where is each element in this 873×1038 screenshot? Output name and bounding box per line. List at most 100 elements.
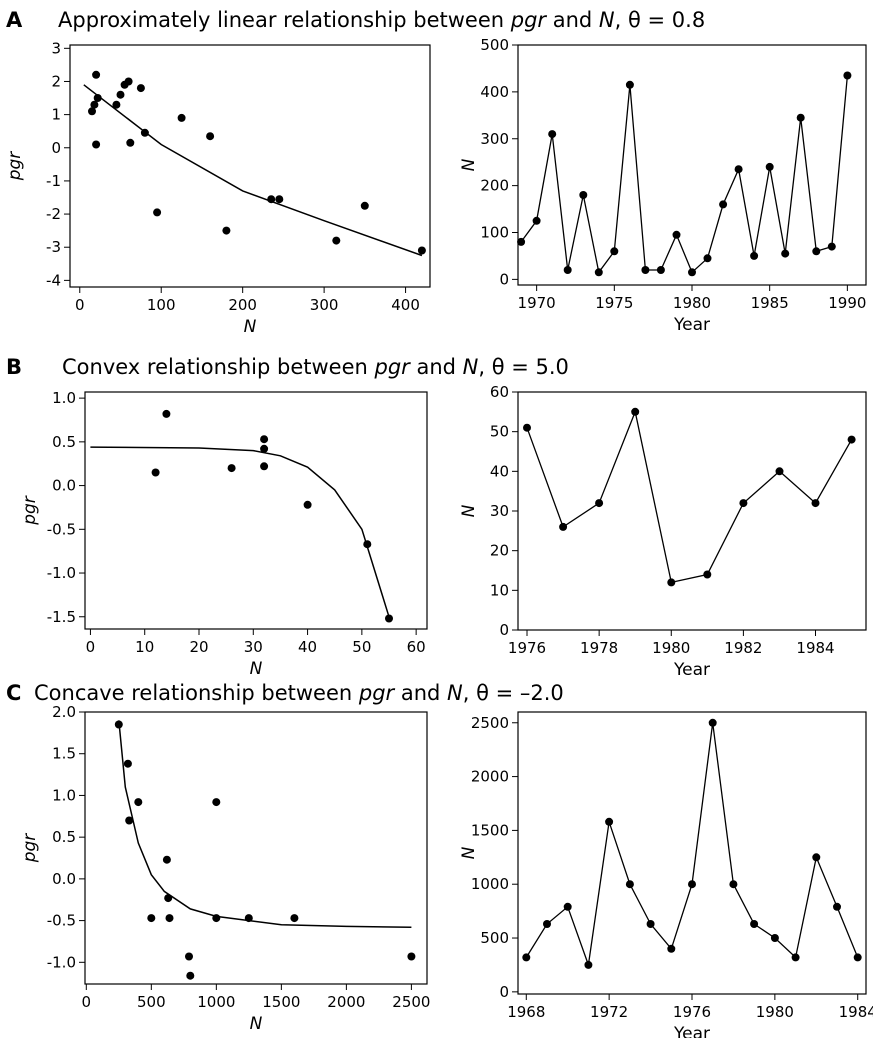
- x-axis-title: Year: [673, 1024, 710, 1038]
- data-point: [579, 191, 588, 199]
- x-tick-label: 1980: [756, 1003, 794, 1021]
- data-point: [124, 77, 133, 86]
- y-tick-label: 0.5: [52, 828, 76, 846]
- data-point: [827, 242, 836, 251]
- y-axis-title: N: [459, 158, 479, 171]
- data-point: [750, 920, 759, 928]
- y-tick-label: 2000: [471, 768, 509, 786]
- data-point: [227, 464, 236, 473]
- data-point: [641, 266, 650, 274]
- data-point: [584, 960, 593, 969]
- y-tick-label: 20: [490, 542, 509, 560]
- data-point: [729, 880, 738, 889]
- x-tick-label: 1980: [652, 639, 690, 657]
- data-point: [134, 798, 143, 807]
- x-tick-label: 30: [244, 638, 263, 656]
- data-point: [563, 902, 572, 911]
- y-tick-label: 2: [51, 72, 61, 90]
- data-point: [522, 953, 531, 962]
- title-part: N: [463, 355, 479, 379]
- title-part: , θ = 0.8: [615, 8, 706, 32]
- title-part: and: [546, 8, 599, 32]
- x-tick-label: 50: [352, 638, 371, 656]
- data-point: [812, 247, 821, 256]
- y-tick-label: 1.0: [52, 389, 76, 407]
- x-tick-label: 20: [189, 638, 208, 656]
- data-point: [162, 409, 171, 418]
- y-tick-label: 100: [480, 224, 509, 242]
- series-line: [525, 722, 859, 966]
- y-tick-label: 10: [490, 581, 509, 599]
- data-point: [703, 254, 712, 263]
- x-tick-label: 1984: [796, 639, 834, 657]
- data-point: [791, 953, 800, 962]
- title-part: and: [394, 681, 447, 705]
- chart-c-pgr-vs-n: 0 500 1000 1500 2000 2500 2.0 1.5 1.0 0.5 0.0 -0.5 -…: [20, 703, 430, 1034]
- data-point: [260, 444, 269, 453]
- y-tick-label: 2.0: [52, 703, 76, 721]
- data-point: [781, 249, 790, 258]
- y-tick-label: 0.5: [52, 433, 76, 451]
- x-axis-title: Year: [673, 660, 710, 680]
- x-tick-label: 1978: [580, 639, 618, 657]
- x-tick-label: 0: [86, 638, 96, 656]
- data-point: [244, 914, 253, 923]
- data-point: [90, 100, 99, 109]
- y-tick-label: 40: [490, 462, 509, 480]
- x-tick-label: 40: [298, 638, 317, 656]
- y-axis-title: pgr: [5, 151, 25, 182]
- data-point: [151, 468, 160, 477]
- fitted-curve: [83, 84, 423, 257]
- x-tick-label: 300: [310, 296, 339, 314]
- data-point: [656, 266, 665, 274]
- data-point: [92, 140, 101, 149]
- x-axis-title: N: [250, 659, 263, 679]
- data-point: [703, 570, 712, 579]
- x-tick-label: 60: [407, 638, 426, 656]
- data-point: [222, 226, 231, 235]
- x-tick-label: 1000: [197, 993, 235, 1011]
- data-point: [125, 816, 134, 825]
- data-point: [165, 914, 174, 923]
- x-tick-label: 1975: [595, 294, 633, 312]
- y-tick-label: 1500: [471, 821, 509, 839]
- x-tick-label: 1982: [724, 639, 762, 657]
- data-point: [360, 201, 369, 210]
- x-tick-label: 200: [228, 296, 257, 314]
- y-tick-label: -1.0: [47, 564, 76, 582]
- data-point: [260, 435, 269, 444]
- chart-c-n-vs-year: 1968 1972 1976 1980 1984 2500 2000 1500 1000 500 0…: [459, 711, 873, 1038]
- y-axis-title: pgr: [20, 495, 40, 526]
- title-part: Approximately linear relationship betwee…: [58, 8, 511, 32]
- y-tick-label: -1.5: [47, 608, 76, 626]
- data-point: [140, 128, 149, 137]
- x-tick-label: 100: [147, 296, 176, 314]
- y-axis-title: pgr: [20, 833, 40, 864]
- x-tick-label: 0: [75, 296, 85, 314]
- data-point: [667, 578, 676, 587]
- x-tick-label: 1500: [262, 993, 300, 1011]
- data-point: [625, 80, 634, 89]
- x-tick-label: 2500: [392, 993, 430, 1011]
- y-tick-label: -0.5: [47, 520, 76, 538]
- data-point: [688, 880, 696, 889]
- y-tick-label: 200: [480, 177, 509, 195]
- title-part: pgr: [358, 681, 396, 705]
- data-point: [563, 266, 572, 274]
- data-point: [212, 914, 221, 923]
- x-axis-title: N: [250, 1014, 263, 1034]
- data-point: [162, 855, 171, 864]
- plot-frame: [69, 44, 431, 288]
- data-point: [88, 107, 96, 116]
- x-tick-label: 1976: [673, 1003, 711, 1021]
- data-point: [667, 944, 676, 953]
- y-tick-label: -4: [46, 271, 61, 289]
- y-tick-label: 50: [490, 423, 509, 441]
- data-point: [212, 798, 221, 807]
- y-tick-label: 3: [51, 39, 61, 57]
- panel-letter-a: A: [6, 8, 23, 32]
- data-point: [92, 70, 101, 79]
- chart-a-n-vs-year: 1970 1975 1980 1985 1990 500 400 300 200 100 0 Year…: [459, 36, 867, 335]
